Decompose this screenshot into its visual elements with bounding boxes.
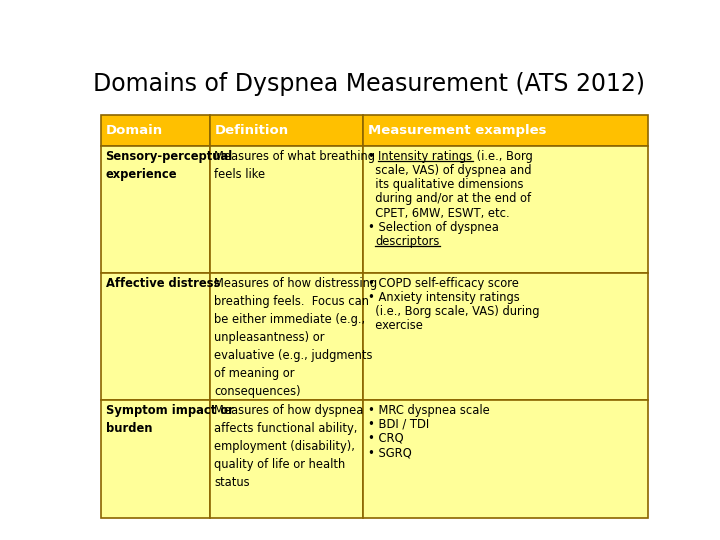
Bar [210, 146, 364, 273]
Text: • Selection of dyspnea: • Selection of dyspnea [368, 221, 499, 234]
Bar [364, 114, 648, 146]
Text: CPET, 6MW, ESWT, etc.: CPET, 6MW, ESWT, etc. [368, 207, 510, 220]
Text: Sensory-perceptual
experience: Sensory-perceptual experience [106, 150, 233, 181]
Text: Domains of Dyspnea Measurement (ATS 2012): Domains of Dyspnea Measurement (ATS 2012… [93, 71, 645, 96]
Bar [364, 273, 648, 400]
Text: • SGRQ: • SGRQ [368, 446, 412, 459]
Bar [210, 273, 364, 400]
Text: descriptors: descriptors [375, 235, 439, 248]
Bar [210, 400, 364, 518]
Bar [101, 273, 210, 400]
Text: • BDI / TDI: • BDI / TDI [368, 418, 429, 431]
Text: Intensity ratings: Intensity ratings [379, 150, 472, 163]
Bar [364, 146, 648, 273]
Text: • COPD self-efficacy score: • COPD self-efficacy score [368, 277, 518, 290]
Bar [101, 114, 210, 146]
Text: Domain: Domain [106, 124, 163, 137]
Text: •: • [368, 150, 379, 163]
Text: exercise: exercise [368, 319, 423, 332]
Text: its qualitative dimensions: its qualitative dimensions [368, 178, 523, 191]
Bar [364, 400, 648, 518]
Text: Definition: Definition [215, 124, 289, 137]
Text: • Anxiety intensity ratings: • Anxiety intensity ratings [368, 291, 520, 304]
Text: Measures of how distressing
breathing feels.  Focus can
be either immediate (e.g: Measures of how distressing breathing fe… [215, 277, 377, 398]
Bar [210, 114, 364, 146]
Text: • MRC dyspnea scale: • MRC dyspnea scale [368, 404, 490, 417]
Text: scale, VAS) of dyspnea and: scale, VAS) of dyspnea and [368, 164, 531, 177]
Text: Measures of how dyspnea
affects functional ability,
employment (disability),
qua: Measures of how dyspnea affects function… [215, 404, 364, 489]
Text: Measures of what breathing
feels like: Measures of what breathing feels like [215, 150, 375, 181]
Text: Measurement examples: Measurement examples [368, 124, 546, 137]
Text: during and/or at the end of: during and/or at the end of [368, 192, 531, 205]
Bar [101, 146, 210, 273]
Text: (i.e., Borg scale, VAS) during: (i.e., Borg scale, VAS) during [368, 305, 539, 318]
Text: (i.e., Borg: (i.e., Borg [472, 150, 532, 163]
Text: • CRQ: • CRQ [368, 432, 403, 445]
Text: Affective distress: Affective distress [106, 277, 220, 290]
Bar [101, 400, 210, 518]
Text: Symptom impact or
burden: Symptom impact or burden [106, 404, 233, 435]
